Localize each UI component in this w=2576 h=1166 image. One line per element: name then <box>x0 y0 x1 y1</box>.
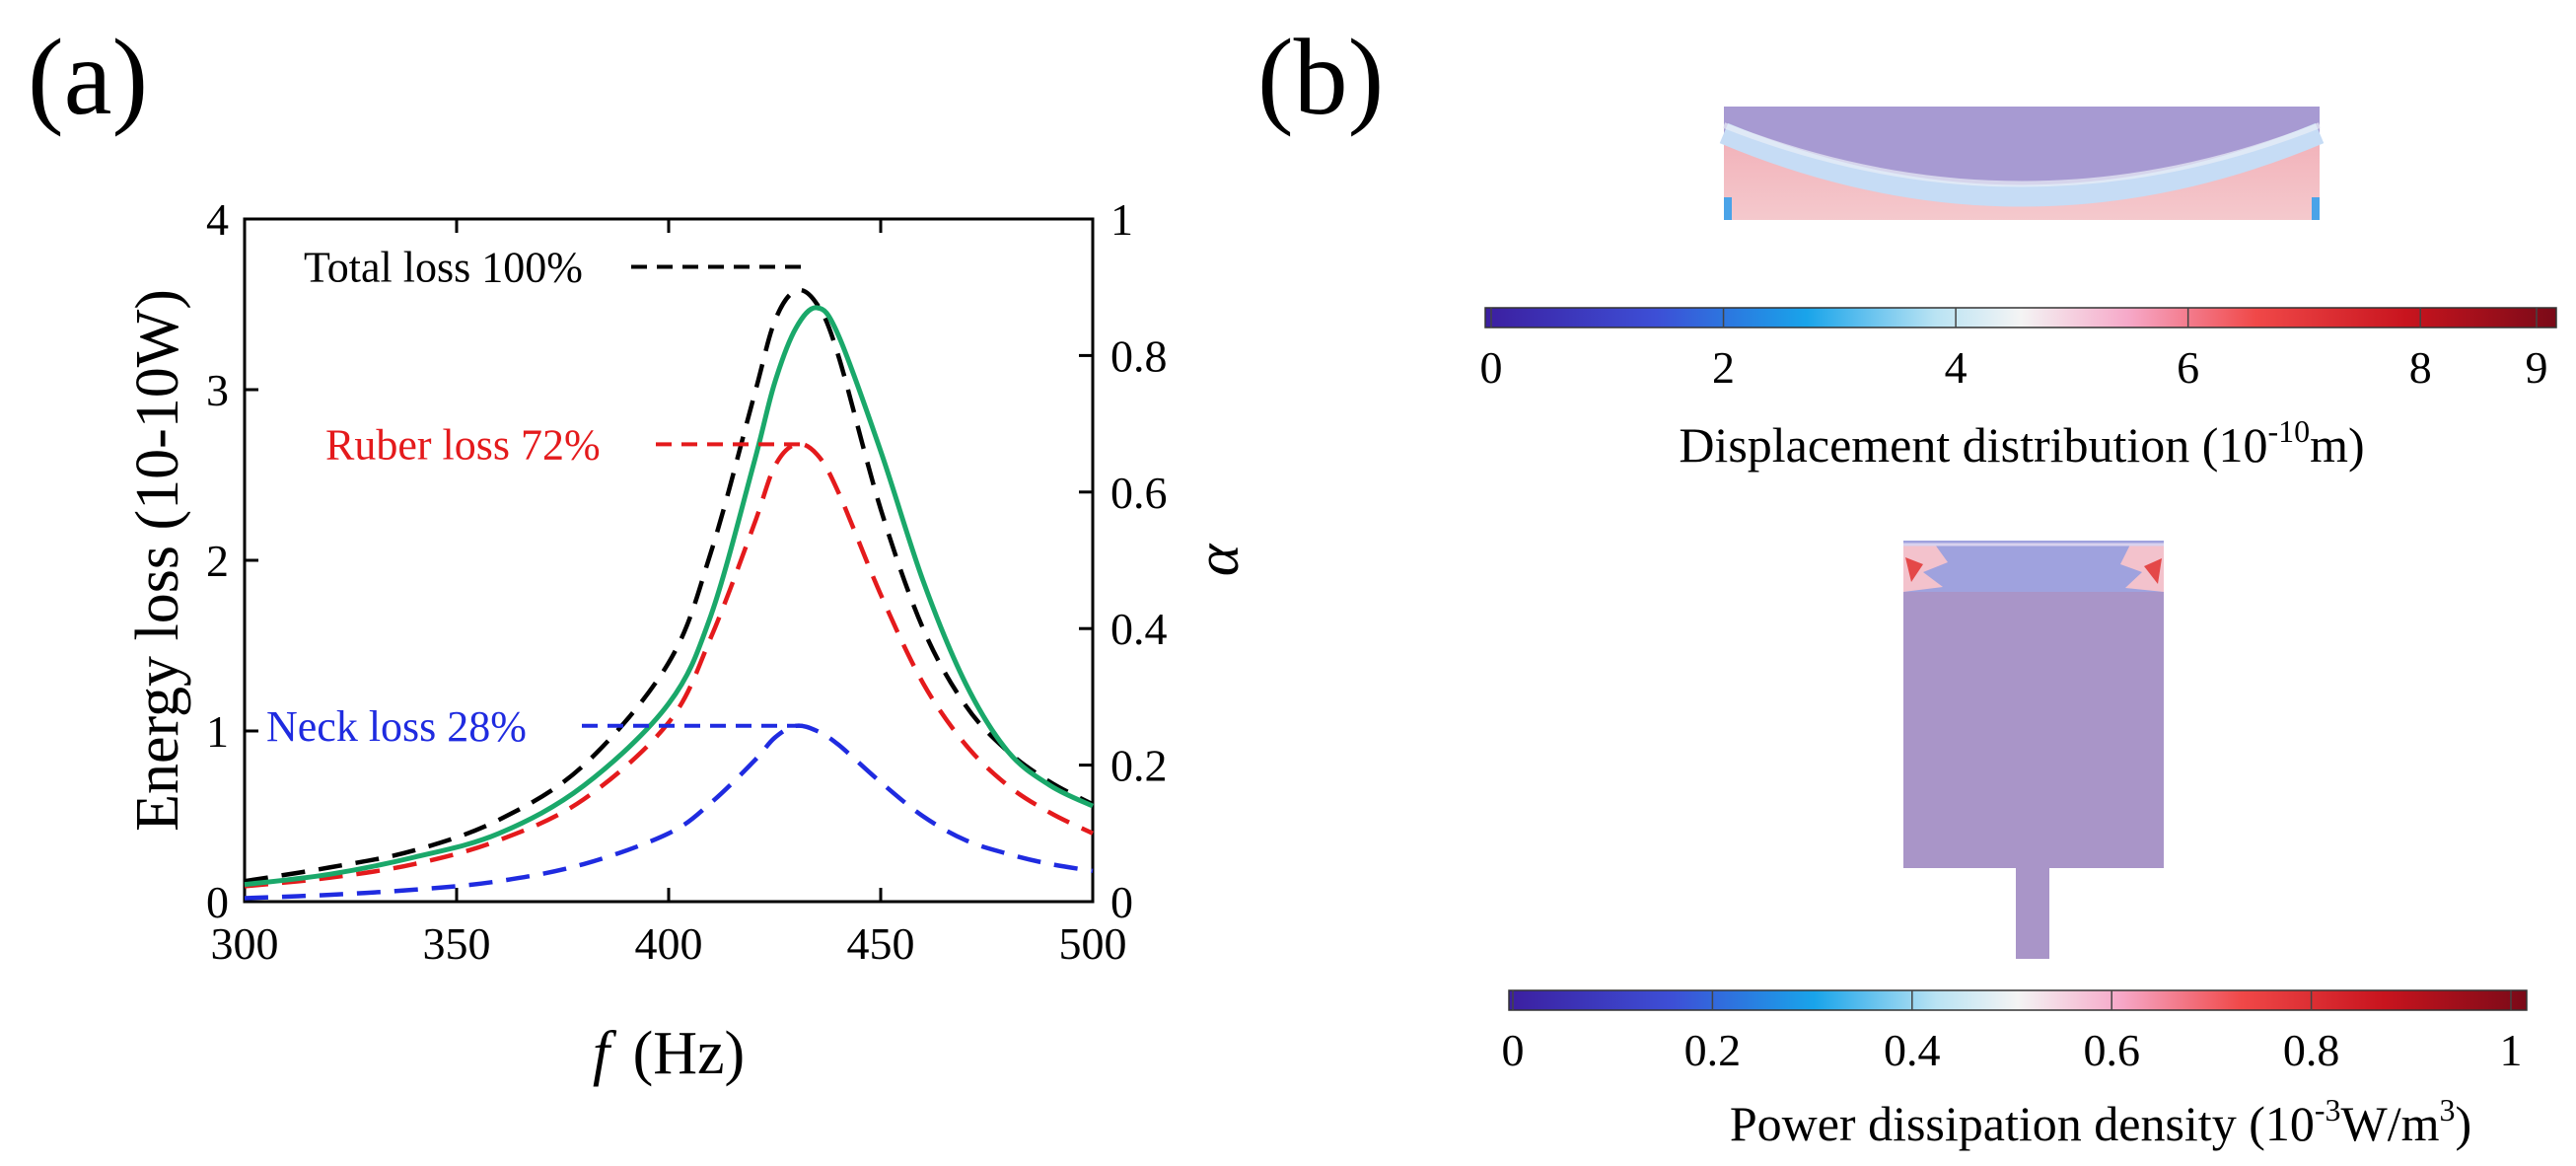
displacement-colorbar-ticks: 0 2 4 6 8 9 <box>1480 308 2548 393</box>
power-colorbar: 0 0.2 0.4 0.6 0.8 1 Power dissipation density… <box>1502 989 2528 1151</box>
displacement-colorbar-gradient <box>1484 307 2557 328</box>
y2-axis-ticks: 0 0.2 0.4 0.6 0.8 1 <box>1079 194 1168 927</box>
rubber-loss-annotation: Ruber loss 72% <box>325 420 601 469</box>
membrane-strip <box>1903 541 2164 592</box>
x-tick-label: 350 <box>423 918 491 969</box>
resonator-cavity <box>1903 541 2164 868</box>
displacement-colorbar-tick-label: 8 <box>2409 342 2432 393</box>
absorption-alpha-line <box>244 305 1095 888</box>
displacement-field-transition <box>1719 122 2325 207</box>
plot-frame <box>243 217 1095 904</box>
displacement-colorbar-tick-label: 2 <box>1712 342 1735 393</box>
y-tick-label: 3 <box>206 365 229 415</box>
displacement-colorbar-title: Displacement distribution (10-10m) <box>1679 413 2364 473</box>
neck-loss-annotation: Neck loss 28% <box>266 702 527 751</box>
displacement-field-edge-left <box>1724 197 1732 220</box>
series-lines <box>244 287 1095 901</box>
power-colorbar-ticks: 0 0.2 0.4 0.6 0.8 1 <box>1502 990 2523 1075</box>
x-axis-ticks: 300 350 400 450 500 <box>211 219 1127 969</box>
y2-tick-label: 0.8 <box>1110 330 1168 381</box>
y2-tick-label: 0.6 <box>1110 468 1168 518</box>
y-tick-label: 0 <box>206 877 229 927</box>
displacement-field <box>1719 107 2325 220</box>
power-colorbar-tick-label: 0 <box>1502 1025 1525 1075</box>
y2-tick-label: 0.4 <box>1110 604 1168 654</box>
y-axis-ticks: 0 1 2 3 4 <box>206 194 258 927</box>
y2-tick-label: 1 <box>1110 194 1133 245</box>
x-tick-label: 300 <box>211 918 279 969</box>
y-tick-label: 4 <box>206 194 229 245</box>
y-axis-title: Energy loss (10-10W) <box>124 289 191 832</box>
power-colorbar-gradient <box>1508 989 2528 1011</box>
rubber-loss-line <box>244 441 1094 889</box>
power-dissipation-field <box>1903 541 2164 959</box>
resonator-neck <box>2016 868 2049 959</box>
displacement-colorbar-tick-label: 0 <box>1480 342 1503 393</box>
total-loss-line <box>244 287 1095 884</box>
neck-loss-line <box>244 723 1094 901</box>
membrane-hotspot-right-core <box>2144 558 2162 584</box>
x-tick-label: 500 <box>1059 918 1127 969</box>
y2-tick-label: 0 <box>1110 877 1133 927</box>
power-colorbar-tick-label: 0.4 <box>1884 1025 1941 1075</box>
y2-tick-label: 0.2 <box>1110 741 1168 791</box>
displacement-colorbar: 0 2 4 6 8 9 Displacement distribution (10-10m… <box>1480 307 2557 473</box>
energy-loss-chart: 300 350 400 450 500 0 1 2 3 4 0 0.2 0.4 0.6 0.8 1 Tot… <box>124 194 1252 1087</box>
displacement-field-transition-inner <box>1722 122 2322 187</box>
membrane-hotspot-left <box>1903 545 1948 592</box>
displacement-colorbar-tick-label: 9 <box>2526 342 2548 393</box>
y-tick-label: 1 <box>206 706 229 757</box>
membrane-hotspot-left-core <box>1905 557 1923 582</box>
displacement-colorbar-tick-label: 4 <box>1945 342 1968 393</box>
total-loss-annotation: Total loss 100% <box>304 243 583 291</box>
x-tick-label: 450 <box>847 918 915 969</box>
displacement-colorbar-tick-label: 6 <box>2177 342 2199 393</box>
panel-label-b: (b) <box>1257 17 1384 137</box>
power-colorbar-tick-label: 0.2 <box>1684 1025 1742 1075</box>
y-tick-label: 2 <box>206 536 229 586</box>
power-colorbar-tick-label: 1 <box>2500 1025 2523 1075</box>
panel-label-a: (a) <box>28 17 148 137</box>
loss-annotations: Total loss 100% Ruber loss 72% Neck loss 2… <box>266 243 805 751</box>
x-axis-title-var: f <box>593 1020 617 1087</box>
y2-axis-title: α <box>1184 543 1252 576</box>
power-colorbar-tick-label: 0.6 <box>2083 1025 2140 1075</box>
displacement-field-high-band <box>1724 133 2320 220</box>
x-axis-title: f (Hz) <box>593 1020 745 1087</box>
power-colorbar-tick-label: 0.8 <box>2283 1025 2340 1075</box>
x-axis-title-unit: (Hz) <box>633 1020 746 1087</box>
x-tick-label: 400 <box>635 918 703 969</box>
power-colorbar-title: Power dissipation density (10-3W/m3) <box>1730 1092 2471 1151</box>
membrane-hotspot-right <box>2120 545 2164 592</box>
displacement-field-edge-right <box>2312 197 2320 220</box>
